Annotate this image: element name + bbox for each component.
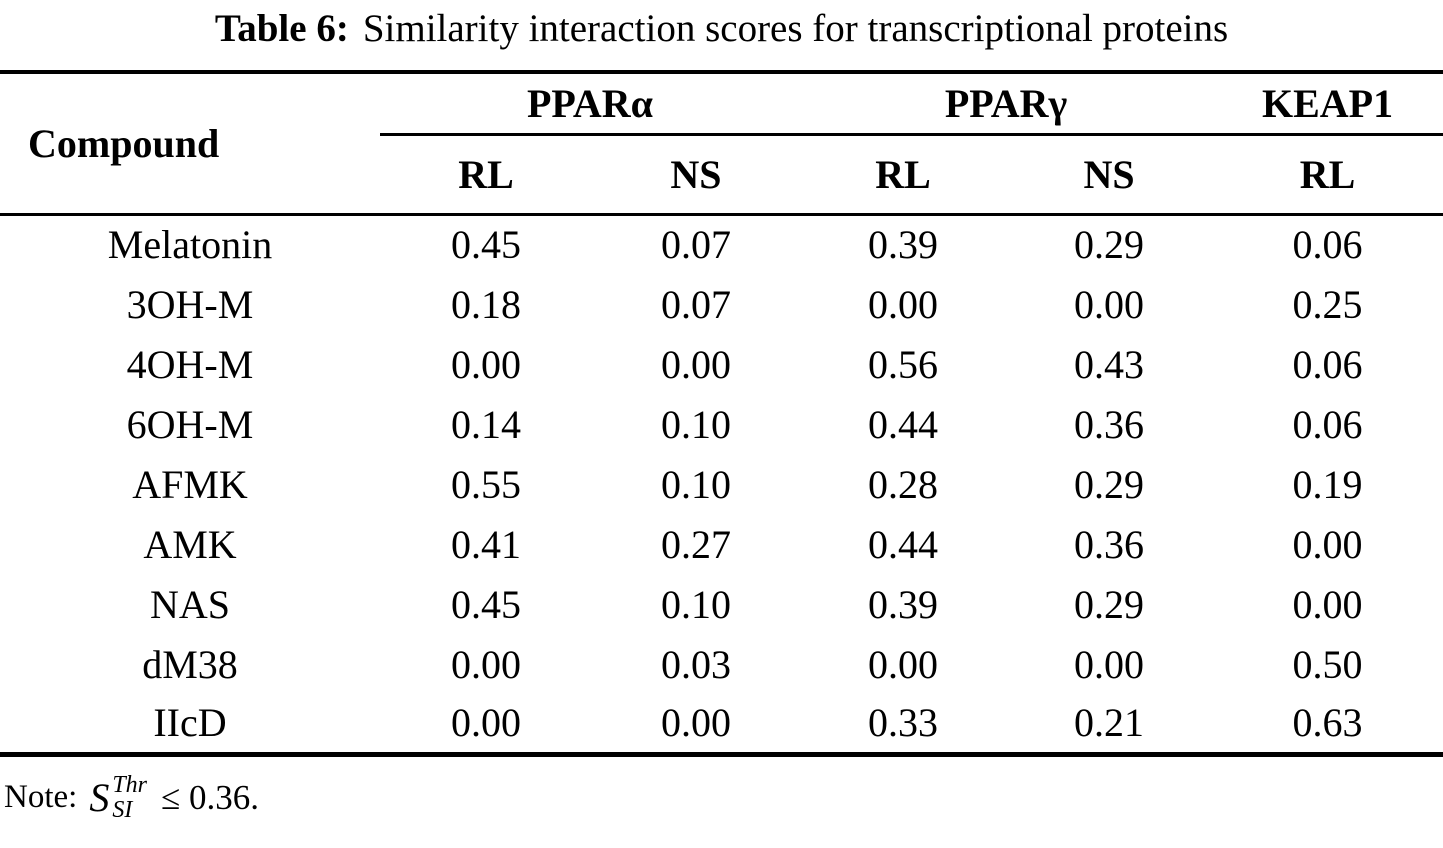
compound-cell: IIcD — [153, 700, 227, 746]
score-cell: 0.19 — [1292, 461, 1363, 507]
score-cell: 0.45 — [451, 222, 521, 268]
compound-cell: dM38 — [142, 641, 238, 687]
compound-cell: Melatonin — [107, 222, 273, 268]
group-header-row: Compound PPARα PPARγ KEAP1 — [0, 72, 1443, 216]
score-cell: 0.36 — [1074, 401, 1144, 447]
score-cell: 0.27 — [661, 521, 731, 567]
subheader-rl-ppar-gamma: RL — [800, 134, 1006, 216]
note-symbol-base: S — [89, 775, 110, 821]
score-cell: 0.10 — [661, 461, 731, 507]
subheader-rl-ppar-alpha: RL — [380, 134, 592, 216]
score-cell: 0.03 — [661, 641, 731, 687]
note-symbol-superscript: Thr — [112, 771, 148, 798]
score-cell: 0.43 — [1074, 341, 1144, 387]
score-cell: 0.56 — [868, 341, 938, 387]
subheader-rl-keap1: RL — [1212, 134, 1443, 216]
score-cell: 0.00 — [868, 641, 938, 687]
compound-cell: AMK — [143, 521, 237, 567]
table-row: NAS 0.45 0.10 0.39 0.29 0.00 — [0, 574, 1443, 634]
score-cell: 0.10 — [661, 401, 731, 447]
score-cell: 0.39 — [868, 222, 938, 268]
score-cell: 0.25 — [1292, 281, 1363, 327]
score-cell: 0.28 — [868, 461, 938, 507]
score-cell: 0.14 — [451, 401, 521, 447]
score-cell: 0.39 — [868, 581, 938, 627]
score-cell: 0.00 — [1292, 581, 1363, 627]
table-row: IIcD 0.00 0.00 0.33 0.21 0.63 — [0, 694, 1443, 754]
caption-text: Similarity interaction scores for transc… — [362, 7, 1229, 50]
table-row: dM38 0.00 0.03 0.00 0.00 0.50 — [0, 634, 1443, 694]
score-cell: 0.00 — [451, 341, 521, 387]
table-row: AMK 0.41 0.27 0.44 0.36 0.00 — [0, 514, 1443, 574]
score-cell: 0.29 — [1074, 581, 1144, 627]
note-math-symbol: S Thr SI — [89, 771, 148, 823]
score-cell: 0.00 — [1074, 641, 1144, 687]
score-cell: 0.00 — [661, 341, 731, 387]
score-cell: 0.33 — [868, 700, 938, 746]
score-cell: 0.50 — [1292, 641, 1363, 687]
score-cell: 0.00 — [1292, 521, 1363, 567]
similarity-scores-table: Compound PPARα PPARγ KEAP1 RL NS RL NS R… — [0, 70, 1443, 757]
score-cell: 0.06 — [1292, 341, 1363, 387]
score-cell: 0.00 — [661, 700, 731, 746]
table-note: Note: S Thr SI ≤ 0.36. — [0, 771, 1443, 823]
score-cell: 0.63 — [1292, 700, 1363, 746]
compound-column-header: Compound — [0, 72, 380, 216]
score-cell: 0.06 — [1292, 222, 1363, 268]
compound-cell: 3OH-M — [126, 281, 254, 327]
group-header-keap1: KEAP1 — [1212, 72, 1443, 136]
score-cell: 0.55 — [451, 461, 521, 507]
caption-label: Table 6: — [214, 7, 349, 50]
table-row: AFMK 0.55 0.10 0.28 0.29 0.19 — [0, 454, 1443, 514]
score-cell: 0.00 — [451, 700, 521, 746]
note-threshold-value: ≤ 0.36. — [161, 777, 259, 817]
score-cell: 0.45 — [451, 581, 521, 627]
subheader-ns-ppar-alpha: NS — [592, 134, 800, 216]
sub-header-row: RL NS RL NS RL — [0, 134, 1443, 216]
table-row: 6OH-M 0.14 0.10 0.44 0.36 0.06 — [0, 394, 1443, 454]
score-cell: 0.44 — [868, 401, 938, 447]
table-row: Melatonin 0.45 0.07 0.39 0.29 0.06 — [0, 214, 1443, 274]
score-cell: 0.07 — [661, 281, 731, 327]
group-header-ppar-alpha: PPARα — [380, 72, 800, 136]
score-cell: 0.36 — [1074, 521, 1144, 567]
score-cell: 0.07 — [661, 222, 731, 268]
score-cell: 0.29 — [1074, 222, 1144, 268]
table-caption: Table 6: Similarity interaction scores fo… — [0, 0, 1443, 70]
score-cell: 0.44 — [868, 521, 938, 567]
table-row: 4OH-M 0.00 0.00 0.56 0.43 0.06 — [0, 334, 1443, 394]
compound-cell: 6OH-M — [126, 401, 254, 447]
table-row: 3OH-M 0.18 0.07 0.00 0.00 0.25 — [0, 274, 1443, 334]
score-cell: 0.29 — [1074, 461, 1144, 507]
score-cell: 0.00 — [451, 641, 521, 687]
score-cell: 0.18 — [451, 281, 521, 327]
score-cell: 0.10 — [661, 581, 731, 627]
compound-cell: 4OH-M — [126, 341, 254, 387]
score-cell: 0.00 — [1074, 281, 1144, 327]
compound-cell: NAS — [149, 581, 231, 627]
note-prefix: Note: — [4, 779, 78, 816]
subheader-ns-ppar-gamma: NS — [1006, 134, 1213, 216]
note-symbol-subscript: SI — [112, 796, 133, 823]
score-cell: 0.06 — [1292, 401, 1363, 447]
group-header-ppar-gamma: PPARγ — [800, 72, 1213, 136]
score-cell: 0.41 — [451, 521, 521, 567]
score-cell: 0.21 — [1074, 700, 1144, 746]
score-cell: 0.00 — [868, 281, 938, 327]
compound-cell: AFMK — [132, 461, 248, 507]
